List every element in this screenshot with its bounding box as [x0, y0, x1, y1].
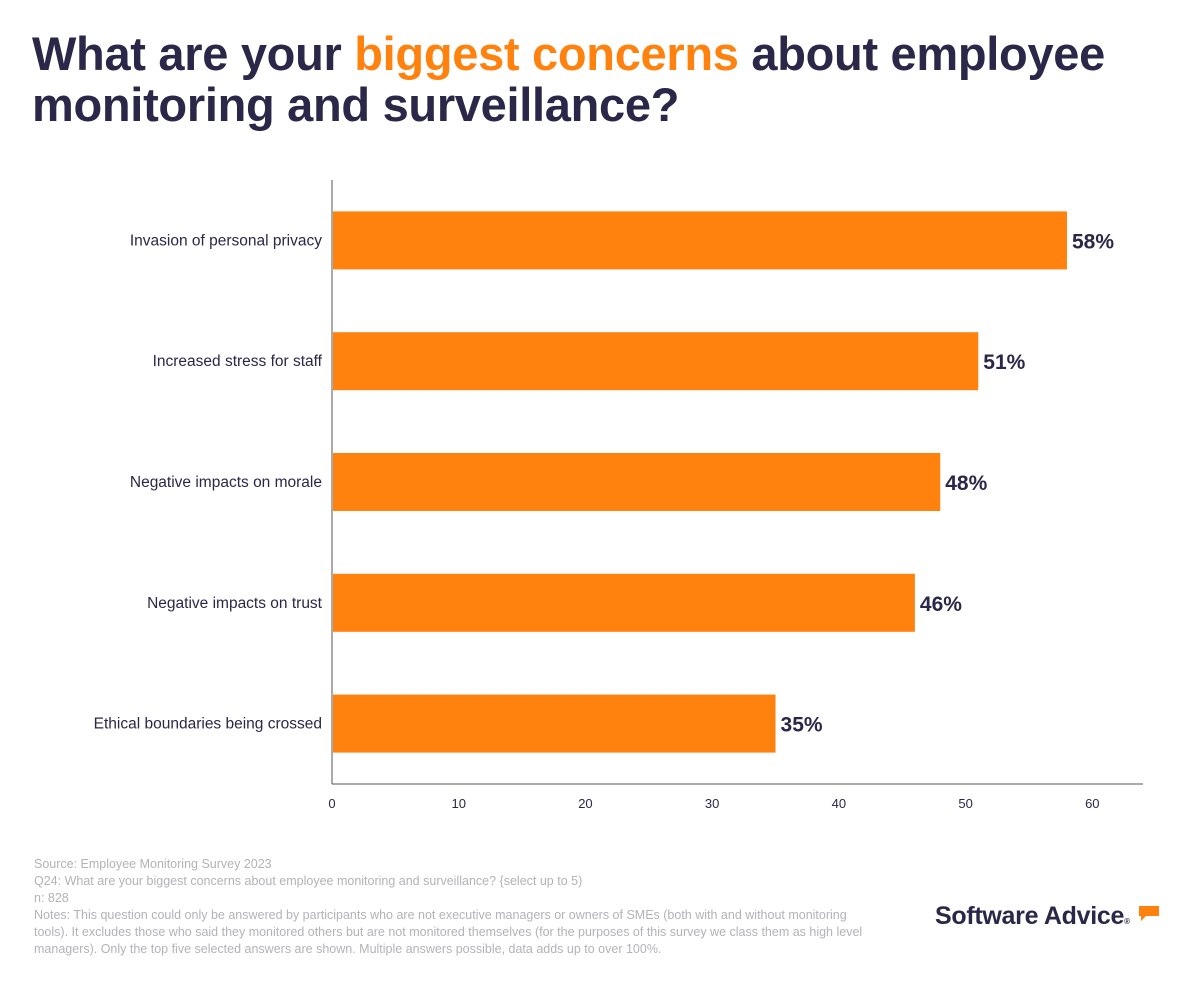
category-label: Negative impacts on morale: [130, 474, 322, 491]
footer-notes: Source: Employee Monitoring Survey 2023 …: [34, 856, 864, 958]
sample-size: n: 828: [34, 891, 69, 905]
bar: [333, 332, 979, 391]
data-label: 46%: [920, 593, 962, 616]
bar: [333, 694, 776, 753]
data-label: 48%: [945, 472, 987, 495]
category-label: Increased stress for staff: [153, 353, 323, 370]
data-label: 35%: [781, 714, 823, 737]
question-text: Q24: What are your biggest concerns abou…: [34, 874, 583, 888]
data-label: 58%: [1072, 230, 1114, 253]
category-label: Negative impacts on trust: [147, 595, 323, 612]
x-tick-label: 20: [578, 796, 592, 811]
x-tick-label: 30: [705, 796, 719, 811]
source-text: Source: Employee Monitoring Survey 2023: [34, 857, 272, 871]
title-part: What are your: [32, 27, 355, 80]
bar: [333, 573, 915, 632]
x-tick-label: 10: [451, 796, 465, 811]
category-label: Ethical boundaries being crossed: [94, 716, 322, 733]
bar-chart: Invasion of personal privacy 58% Increased…: [94, 180, 1143, 811]
x-tick-label: 60: [1085, 796, 1099, 811]
chart-title: What are your biggest concerns about emp…: [32, 28, 1182, 130]
software-advice-logo: Software Advice®: [935, 902, 1130, 930]
logo-text: Software Advice: [935, 902, 1125, 930]
x-tick-label: 0: [328, 796, 335, 811]
data-label: 51%: [983, 351, 1025, 374]
bar: [333, 211, 1067, 270]
title-part: about employee monitoring and surveillan…: [32, 27, 1105, 131]
x-tick-label: 40: [832, 796, 846, 811]
notes-text: Notes: This question could only be answe…: [34, 908, 863, 956]
bar: [333, 453, 941, 511]
speech-bubble-icon: [1139, 906, 1159, 921]
title-highlight: biggest concerns: [354, 27, 739, 80]
x-tick-label: 50: [958, 796, 972, 811]
category-label: Invasion of personal privacy: [130, 232, 322, 249]
